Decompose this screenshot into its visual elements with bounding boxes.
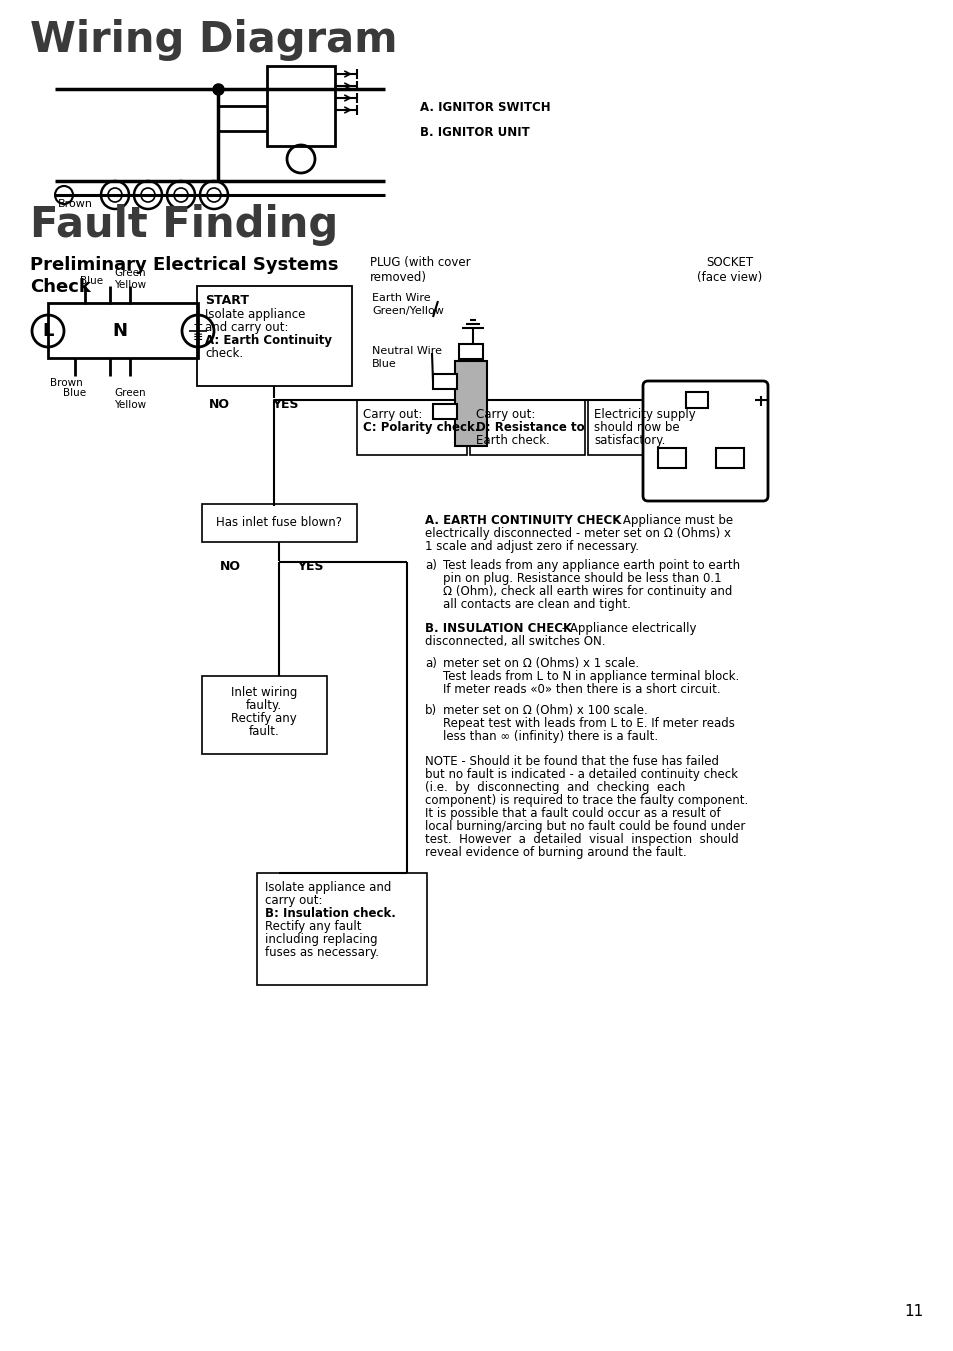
Text: electrically disconnected - meter set on Ω (Ohms) x: electrically disconnected - meter set on… [424,527,730,540]
Text: YES: YES [272,399,298,411]
Text: Yellow: Yellow [113,280,146,290]
Text: Rectify any fault: Rectify any fault [265,920,361,934]
Text: C: Polarity check.: C: Polarity check. [363,422,478,434]
Bar [470,400,584,455]
Text: If meter reads «0» then there is a short circuit.: If meter reads «0» then there is a short… [442,684,720,696]
Text: Ω (Ohm), check all earth wires for continuity and: Ω (Ohm), check all earth wires for conti… [442,585,732,598]
Text: YES: YES [296,561,323,573]
Text: A: Earth Continuity: A: Earth Continuity [205,334,332,347]
Text: Isolate appliance: Isolate appliance [205,308,305,322]
Text: A. EARTH CONTINUITY CHECK: A. EARTH CONTINUITY CHECK [424,513,620,527]
Text: a): a) [424,559,436,571]
Bar [658,449,685,467]
Text: disconnected, all switches ON.: disconnected, all switches ON. [424,635,605,648]
Text: less than ∞ (infinity) there is a fault.: less than ∞ (infinity) there is a fault. [442,730,658,743]
Text: Carry out:: Carry out: [476,408,535,422]
Text: Has inlet fuse blown?: Has inlet fuse blown? [215,516,341,530]
Text: a): a) [424,657,436,670]
Text: Preliminary Electrical Systems
Check: Preliminary Electrical Systems Check [30,255,338,296]
Text: Inlet wiring: Inlet wiring [231,686,297,698]
Text: fault.: fault. [249,725,279,738]
Text: A. IGNITOR SWITCH: A. IGNITOR SWITCH [419,101,550,113]
Text: Wiring Diagram: Wiring Diagram [30,19,397,61]
Bar [433,404,456,419]
Text: test.  However  a  detailed  visual  inspection  should: test. However a detailed visual inspecti… [424,834,738,846]
Bar [356,400,467,455]
Text: Fault Finding: Fault Finding [30,204,338,246]
Text: reveal evidence of burning around the fault.: reveal evidence of burning around the fa… [424,846,686,859]
Text: Repeat test with leads from L to E. If meter reads: Repeat test with leads from L to E. If m… [442,717,734,730]
Text: Green: Green [114,388,146,399]
Text: satisfactory.: satisfactory. [594,434,664,447]
Bar [716,449,743,467]
Text: pin on plug. Resistance should be less than 0.1: pin on plug. Resistance should be less t… [442,571,720,585]
Text: meter set on Ω (Ohm) x 100 scale.: meter set on Ω (Ohm) x 100 scale. [442,704,647,717]
Bar [433,374,456,389]
Text: N: N [112,322,128,340]
Text: Blue: Blue [80,276,104,286]
Text: 1 scale and adjust zero if necessary.: 1 scale and adjust zero if necessary. [424,540,639,553]
Text: (i.e.  by  disconnecting  and  checking  each: (i.e. by disconnecting and checking each [424,781,684,794]
Text: local burning/arcing but no fault could be found under: local burning/arcing but no fault could … [424,820,744,834]
Text: check.: check. [205,347,243,359]
Bar [48,303,198,358]
Text: START: START [205,295,249,307]
Text: fuses as necessary.: fuses as necessary. [265,946,378,959]
Text: Brown: Brown [58,199,92,209]
Text: meter set on Ω (Ohms) x 1 scale.: meter set on Ω (Ohms) x 1 scale. [442,657,639,670]
Text: Test leads from any appliance earth point to earth: Test leads from any appliance earth poin… [442,559,740,571]
Text: Blue: Blue [63,388,87,399]
Text: all contacts are clean and tight.: all contacts are clean and tight. [442,598,630,611]
Text: Yellow: Yellow [113,400,146,409]
Text: +: + [193,319,203,331]
Text: component) is required to trace the faulty component.: component) is required to trace the faul… [424,794,747,807]
Text: Green: Green [114,267,146,278]
Text: ≡: ≡ [193,331,203,345]
Text: Earth Wire
Green/Yellow: Earth Wire Green/Yellow [372,293,443,316]
Text: Brown: Brown [50,378,83,388]
Bar [202,676,327,754]
Text: and carry out:: and carry out: [205,322,288,334]
Text: carry out:: carry out: [265,894,322,907]
Bar [196,286,352,386]
Text: It is possible that a fault could occur as a result of: It is possible that a fault could occur … [424,807,720,820]
Bar [587,400,705,455]
Text: - Appliance must be: - Appliance must be [610,513,732,527]
Text: L: L [42,322,53,340]
FancyBboxPatch shape [642,381,767,501]
Text: Isolate appliance and: Isolate appliance and [265,881,391,894]
Bar [685,392,707,408]
Text: NOTE - Should it be found that the fuse has failed: NOTE - Should it be found that the fuse … [424,755,719,767]
Bar [455,361,486,446]
Text: PLUG (with cover
removed): PLUG (with cover removed) [370,255,470,284]
Bar [458,345,482,359]
Text: Neutral Wire
Blue: Neutral Wire Blue [372,346,441,369]
Text: Test leads from L to N in appliance terminal block.: Test leads from L to N in appliance term… [442,670,739,684]
Text: should now be: should now be [594,422,679,434]
Text: but no fault is indicated - a detailed continuity check: but no fault is indicated - a detailed c… [424,767,738,781]
Text: NO: NO [220,561,241,573]
Text: NO: NO [209,399,230,411]
Text: Earth check.: Earth check. [476,434,549,447]
Text: B. IGNITOR UNIT: B. IGNITOR UNIT [419,126,529,139]
Text: SOCKET
(face view): SOCKET (face view) [697,255,761,284]
Text: faulty.: faulty. [246,698,282,712]
Text: B: Insulation check.: B: Insulation check. [265,907,395,920]
Text: - Appliance electrically: - Appliance electrically [558,621,696,635]
Text: Carry out:: Carry out: [363,408,422,422]
Text: B. INSULATION CHECK: B. INSULATION CHECK [424,621,572,635]
Text: D: Resistance to: D: Resistance to [476,422,584,434]
Text: Electricity supply: Electricity supply [594,408,695,422]
Bar [202,504,356,542]
Text: including replacing: including replacing [265,934,377,946]
Text: Rectify any: Rectify any [231,712,296,725]
Text: b): b) [424,704,436,717]
Bar [256,873,427,985]
Text: 11: 11 [903,1304,923,1319]
Bar [267,66,335,146]
